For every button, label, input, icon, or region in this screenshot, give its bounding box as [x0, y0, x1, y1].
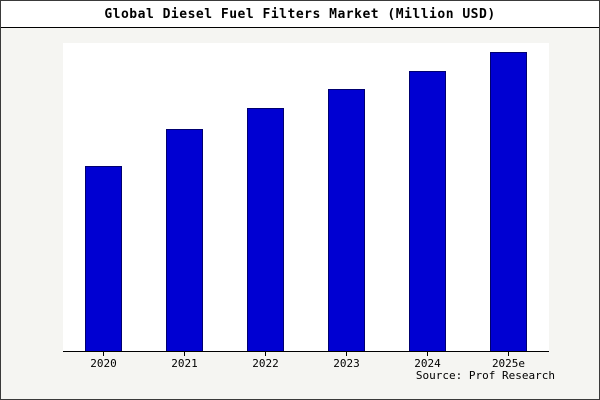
bar-slot — [225, 43, 306, 351]
x-tick — [103, 352, 104, 356]
x-tick — [427, 352, 428, 356]
x-tick-label: 2024 — [414, 357, 441, 370]
chart-title: Global Diesel Fuel Filters Market (Milli… — [104, 6, 496, 22]
bar-2024 — [409, 70, 446, 351]
bar-slot — [144, 43, 225, 351]
chart-title-bar: Global Diesel Fuel Filters Market (Milli… — [1, 1, 599, 28]
x-slot: 2024 — [387, 352, 468, 370]
bar-slot — [63, 43, 144, 351]
x-tick — [346, 352, 347, 356]
x-tick — [265, 352, 266, 356]
bar-2020 — [85, 166, 122, 351]
bar-2023 — [328, 89, 365, 351]
x-slot: 2025e — [468, 352, 549, 370]
x-tick-label: 2025e — [491, 357, 526, 370]
x-tick — [184, 352, 185, 356]
bars-container — [63, 43, 549, 351]
x-tick — [508, 352, 509, 356]
bar-slot — [468, 43, 549, 351]
x-tick-label: 2021 — [171, 357, 198, 370]
x-slot: 2020 — [63, 352, 144, 370]
x-slot: 2023 — [306, 352, 387, 370]
bar-2025e — [490, 52, 527, 351]
x-tick-label: 2022 — [252, 357, 279, 370]
plot-area — [63, 43, 549, 352]
x-axis: 2020 2021 2022 2023 2024 2025e — [63, 352, 549, 370]
bar-2021 — [166, 129, 203, 351]
bar-slot — [306, 43, 387, 351]
x-tick-label: 2023 — [333, 357, 360, 370]
source-attribution: Source: Prof Research — [415, 369, 555, 382]
x-tick-label: 2020 — [90, 357, 117, 370]
bar-2022 — [247, 107, 284, 351]
bar-slot — [387, 43, 468, 351]
x-slot: 2021 — [144, 352, 225, 370]
x-slot: 2022 — [225, 352, 306, 370]
